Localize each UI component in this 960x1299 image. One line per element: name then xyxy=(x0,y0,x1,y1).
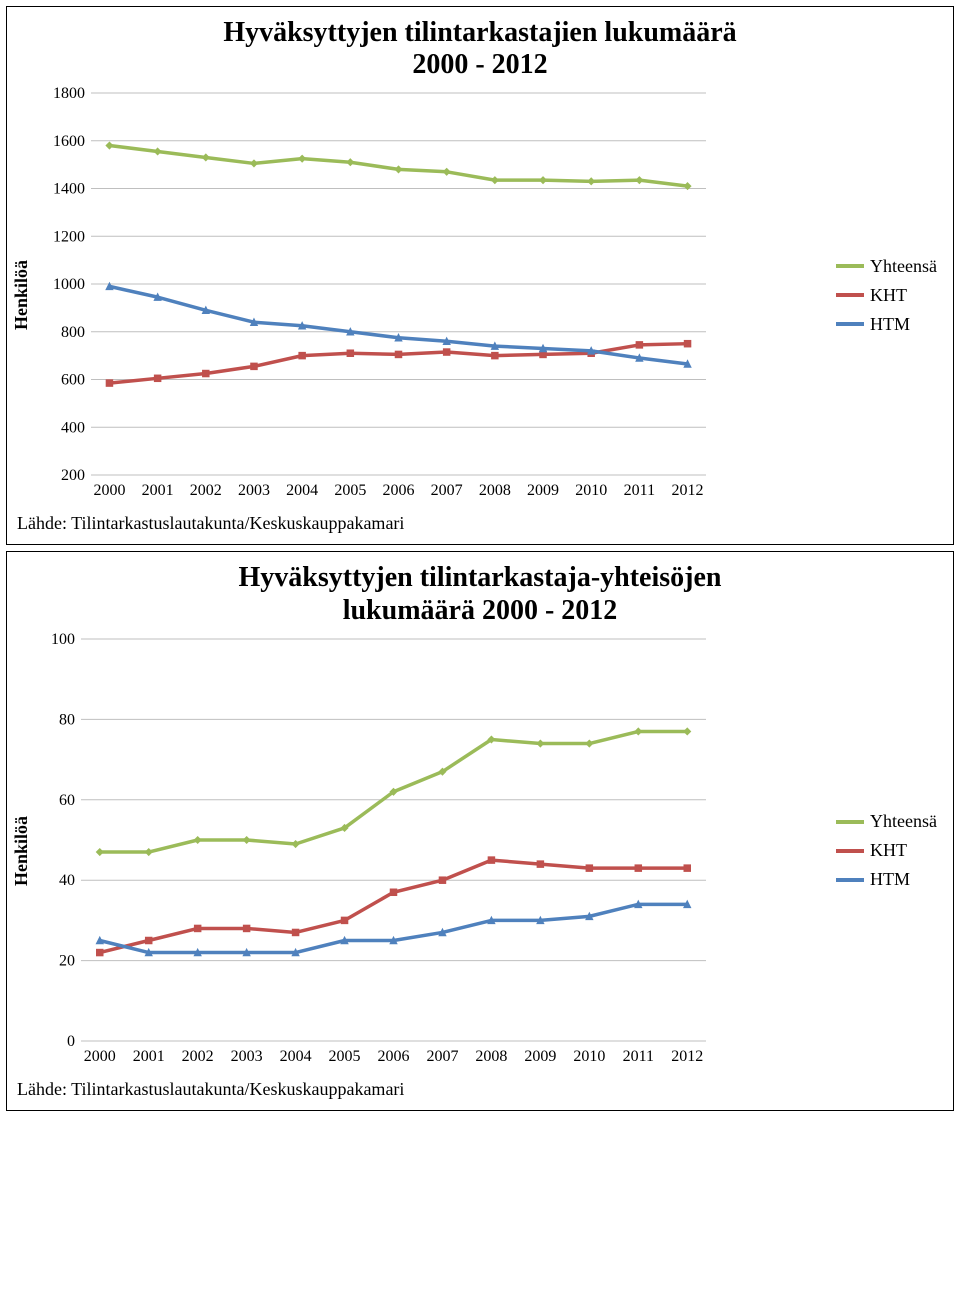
svg-text:2011: 2011 xyxy=(623,1048,654,1065)
legend-item: HTM xyxy=(836,869,937,890)
plot-area: 0 20 40 60 80 100 2000 2001 2002 2003 2004 2005 2006… xyxy=(36,631,828,1071)
svg-text:2012: 2012 xyxy=(671,1048,703,1065)
legend-label: KHT xyxy=(870,285,907,306)
svg-text:80: 80 xyxy=(59,711,75,728)
svg-text:200: 200 xyxy=(61,467,85,484)
svg-text:2007: 2007 xyxy=(431,482,463,499)
chart-body: Henkilöä 200 400 600 800 1000 1200 1400 1600 180… xyxy=(7,85,953,505)
y-axis-label: Henkilöä xyxy=(7,816,36,886)
svg-text:2000: 2000 xyxy=(93,482,125,499)
legend-swatch xyxy=(836,264,864,268)
legend-item: Yhteensä xyxy=(836,256,937,277)
legend-item: KHT xyxy=(836,285,937,306)
y-axis-label: Henkilöä xyxy=(7,260,36,330)
chart-body: Henkilöä 0 20 40 60 80 100 2000 2001 2002 2003 200… xyxy=(7,631,953,1071)
chart-title: Hyväksyttyjen tilintarkastajien lukumäär… xyxy=(7,7,953,85)
svg-text:100: 100 xyxy=(51,631,75,648)
svg-text:2010: 2010 xyxy=(573,1048,605,1065)
source-text: Lähde: Tilintarkastuslautakunta/Keskuska… xyxy=(7,1071,953,1110)
svg-text:2006: 2006 xyxy=(378,1048,410,1065)
svg-text:2012: 2012 xyxy=(672,482,704,499)
svg-text:2010: 2010 xyxy=(575,482,607,499)
legend: Yhteensä KHT HTM xyxy=(828,803,953,898)
plot-area: 200 400 600 800 1000 1200 1400 1600 1800 2000 2001… xyxy=(36,85,828,505)
legend-swatch xyxy=(836,878,864,882)
svg-text:2009: 2009 xyxy=(527,482,559,499)
legend-label: HTM xyxy=(870,869,910,890)
chart-panel-1: Hyväksyttyjen tilintarkastajien lukumäär… xyxy=(6,6,954,545)
svg-text:60: 60 xyxy=(59,792,75,809)
svg-text:20: 20 xyxy=(59,952,75,969)
svg-text:2004: 2004 xyxy=(280,1048,312,1065)
svg-text:800: 800 xyxy=(61,324,85,341)
svg-text:1800: 1800 xyxy=(53,85,85,102)
svg-text:1000: 1000 xyxy=(53,276,85,293)
legend-item: KHT xyxy=(836,840,937,861)
chart-svg-2: 0 20 40 60 80 100 2000 2001 2002 2003 2004 2005 2006… xyxy=(36,631,716,1071)
svg-text:2001: 2001 xyxy=(133,1048,165,1065)
legend-label: HTM xyxy=(870,314,910,335)
legend-swatch xyxy=(836,820,864,824)
svg-text:2003: 2003 xyxy=(238,482,270,499)
svg-text:2007: 2007 xyxy=(426,1048,458,1065)
legend-label: Yhteensä xyxy=(870,811,937,832)
svg-text:2008: 2008 xyxy=(479,482,511,499)
chart-title: Hyväksyttyjen tilintarkastaja-yhteisöjen… xyxy=(7,552,953,630)
svg-text:2009: 2009 xyxy=(524,1048,556,1065)
svg-text:2011: 2011 xyxy=(624,482,655,499)
svg-text:2002: 2002 xyxy=(190,482,222,499)
svg-text:2000: 2000 xyxy=(84,1048,116,1065)
legend-swatch xyxy=(836,849,864,853)
svg-text:1600: 1600 xyxy=(53,133,85,150)
chart-svg-1: 200 400 600 800 1000 1200 1400 1600 1800 2000 2001… xyxy=(36,85,716,505)
svg-text:2004: 2004 xyxy=(286,482,318,499)
legend: Yhteensä KHT HTM xyxy=(828,248,953,343)
svg-text:1400: 1400 xyxy=(53,181,85,198)
source-text: Lähde: Tilintarkastuslautakunta/Keskuska… xyxy=(7,505,953,544)
legend-item: Yhteensä xyxy=(836,811,937,832)
svg-text:600: 600 xyxy=(61,372,85,389)
svg-text:400: 400 xyxy=(61,420,85,437)
svg-text:2001: 2001 xyxy=(142,482,174,499)
svg-text:40: 40 xyxy=(59,872,75,889)
svg-text:2005: 2005 xyxy=(329,1048,361,1065)
legend-label: Yhteensä xyxy=(870,256,937,277)
legend-swatch xyxy=(836,322,864,326)
svg-text:2008: 2008 xyxy=(475,1048,507,1065)
svg-text:1200: 1200 xyxy=(53,229,85,246)
legend-item: HTM xyxy=(836,314,937,335)
svg-text:2002: 2002 xyxy=(182,1048,214,1065)
legend-swatch xyxy=(836,293,864,297)
svg-text:2005: 2005 xyxy=(334,482,366,499)
svg-text:2006: 2006 xyxy=(383,482,415,499)
svg-text:2003: 2003 xyxy=(231,1048,263,1065)
chart-panel-2: Hyväksyttyjen tilintarkastaja-yhteisöjen… xyxy=(6,551,954,1110)
svg-text:0: 0 xyxy=(67,1033,75,1050)
legend-label: KHT xyxy=(870,840,907,861)
